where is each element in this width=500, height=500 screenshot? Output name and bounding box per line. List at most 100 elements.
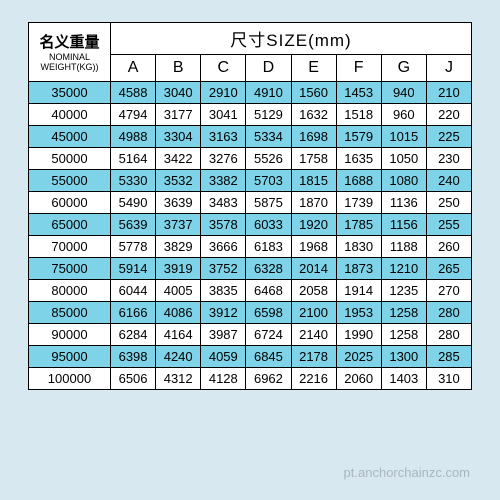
value-cell: 6724 <box>246 324 291 346</box>
value-cell: 4312 <box>156 368 201 390</box>
value-cell: 5330 <box>111 170 156 192</box>
value-cell: 1815 <box>291 170 336 192</box>
value-cell: 255 <box>426 214 471 236</box>
value-cell: 1758 <box>291 148 336 170</box>
nominal-weight-cell: 70000 <box>29 236 111 258</box>
value-cell: 4988 <box>111 126 156 148</box>
watermark-text: pt.anchorchainzc.com <box>344 465 470 480</box>
value-cell: 5875 <box>246 192 291 214</box>
col-header-j: J <box>426 55 471 82</box>
value-cell: 225 <box>426 126 471 148</box>
value-cell: 5164 <box>111 148 156 170</box>
nominal-weight-cell: 55000 <box>29 170 111 192</box>
value-cell: 280 <box>426 302 471 324</box>
value-cell: 3040 <box>156 82 201 104</box>
table-row: 550005330353233825703181516881080240 <box>29 170 472 192</box>
dimension-table: 名义重量 NOMINAL WEIGHT(KG)) 尺寸SIZE(mm) ABCD… <box>28 22 472 390</box>
nominal-weight-cell: 90000 <box>29 324 111 346</box>
table-header: 名义重量 NOMINAL WEIGHT(KG)) 尺寸SIZE(mm) ABCD… <box>29 23 472 82</box>
value-cell: 3752 <box>201 258 246 280</box>
value-cell: 1258 <box>381 302 426 324</box>
nominal-weight-cell: 45000 <box>29 126 111 148</box>
value-cell: 1990 <box>336 324 381 346</box>
value-cell: 5129 <box>246 104 291 126</box>
value-cell: 280 <box>426 324 471 346</box>
value-cell: 1015 <box>381 126 426 148</box>
nominal-weight-header: 名义重量 NOMINAL WEIGHT(KG)) <box>29 23 111 82</box>
value-cell: 2100 <box>291 302 336 324</box>
value-cell: 3666 <box>201 236 246 258</box>
value-cell: 265 <box>426 258 471 280</box>
col-header-f: F <box>336 55 381 82</box>
value-cell: 6598 <box>246 302 291 324</box>
value-cell: 3829 <box>156 236 201 258</box>
value-cell: 3639 <box>156 192 201 214</box>
value-cell: 2014 <box>291 258 336 280</box>
table-row: 900006284416439876724214019901258280 <box>29 324 472 346</box>
value-cell: 1453 <box>336 82 381 104</box>
nominal-weight-cell: 40000 <box>29 104 111 126</box>
nominal-en-2: WEIGHT(KG)) <box>31 63 108 73</box>
table-row: 700005778382936666183196818301188260 <box>29 236 472 258</box>
value-cell: 1953 <box>336 302 381 324</box>
value-cell: 4240 <box>156 346 201 368</box>
col-header-g: G <box>381 55 426 82</box>
value-cell: 2060 <box>336 368 381 390</box>
table-row: 500005164342232765526175816351050230 <box>29 148 472 170</box>
table-body: 3500045883040291049101560145394021040000… <box>29 82 472 390</box>
table-row: 750005914391937526328201418731210265 <box>29 258 472 280</box>
value-cell: 6398 <box>111 346 156 368</box>
value-cell: 1870 <box>291 192 336 214</box>
value-cell: 3177 <box>156 104 201 126</box>
value-cell: 1830 <box>336 236 381 258</box>
table-row: 40000479431773041512916321518960220 <box>29 104 472 126</box>
value-cell: 260 <box>426 236 471 258</box>
value-cell: 1688 <box>336 170 381 192</box>
value-cell: 1188 <box>381 236 426 258</box>
col-header-e: E <box>291 55 336 82</box>
table-row: 600005490363934835875187017391136250 <box>29 192 472 214</box>
value-cell: 1258 <box>381 324 426 346</box>
table-row: 650005639373735786033192017851156255 <box>29 214 472 236</box>
value-cell: 270 <box>426 280 471 302</box>
value-cell: 3919 <box>156 258 201 280</box>
value-cell: 4164 <box>156 324 201 346</box>
value-cell: 6183 <box>246 236 291 258</box>
nominal-cn: 名义重量 <box>31 31 108 52</box>
col-header-b: B <box>156 55 201 82</box>
value-cell: 960 <box>381 104 426 126</box>
value-cell: 1739 <box>336 192 381 214</box>
value-cell: 5334 <box>246 126 291 148</box>
value-cell: 5639 <box>111 214 156 236</box>
value-cell: 1635 <box>336 148 381 170</box>
value-cell: 3737 <box>156 214 201 236</box>
value-cell: 4128 <box>201 368 246 390</box>
value-cell: 1968 <box>291 236 336 258</box>
nominal-weight-cell: 35000 <box>29 82 111 104</box>
table-container: 名义重量 NOMINAL WEIGHT(KG)) 尺寸SIZE(mm) ABCD… <box>0 0 500 390</box>
value-cell: 1785 <box>336 214 381 236</box>
col-header-d: D <box>246 55 291 82</box>
nominal-weight-cell: 65000 <box>29 214 111 236</box>
nominal-weight-cell: 50000 <box>29 148 111 170</box>
value-cell: 1560 <box>291 82 336 104</box>
value-cell: 210 <box>426 82 471 104</box>
value-cell: 5490 <box>111 192 156 214</box>
table-row: 950006398424040596845217820251300285 <box>29 346 472 368</box>
value-cell: 220 <box>426 104 471 126</box>
value-cell: 3532 <box>156 170 201 192</box>
value-cell: 5778 <box>111 236 156 258</box>
value-cell: 1632 <box>291 104 336 126</box>
value-cell: 2216 <box>291 368 336 390</box>
value-cell: 1518 <box>336 104 381 126</box>
nominal-weight-cell: 60000 <box>29 192 111 214</box>
value-cell: 3041 <box>201 104 246 126</box>
value-cell: 6166 <box>111 302 156 324</box>
value-cell: 1579 <box>336 126 381 148</box>
value-cell: 285 <box>426 346 471 368</box>
value-cell: 4005 <box>156 280 201 302</box>
nominal-weight-cell: 95000 <box>29 346 111 368</box>
value-cell: 6468 <box>246 280 291 302</box>
table-row: 800006044400538356468205819141235270 <box>29 280 472 302</box>
value-cell: 6044 <box>111 280 156 302</box>
